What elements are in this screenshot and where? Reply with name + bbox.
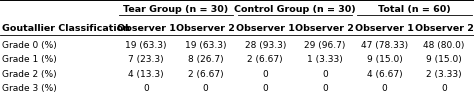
Text: 4 (13.3): 4 (13.3) [128, 70, 164, 79]
Text: 0: 0 [203, 84, 209, 93]
Text: 0: 0 [382, 84, 387, 93]
Text: Grade 3 (%): Grade 3 (%) [2, 84, 57, 93]
Text: 8 (26.7): 8 (26.7) [188, 55, 223, 64]
Text: 48 (80.0): 48 (80.0) [423, 41, 465, 50]
Text: Observer 1: Observer 1 [117, 24, 175, 33]
Text: 2 (6.67): 2 (6.67) [247, 55, 283, 64]
Text: 0: 0 [322, 70, 328, 79]
Text: Total (n = 60): Total (n = 60) [378, 5, 451, 14]
Text: Goutallier Classification: Goutallier Classification [2, 24, 130, 33]
Text: Observer 2: Observer 2 [295, 24, 355, 33]
Text: Observer 2: Observer 2 [176, 24, 235, 33]
Text: 4 (6.67): 4 (6.67) [367, 70, 402, 79]
Text: Grade 1 (%): Grade 1 (%) [2, 55, 57, 64]
Text: Observer 2: Observer 2 [415, 24, 474, 33]
Text: 0: 0 [441, 84, 447, 93]
Text: 29 (96.7): 29 (96.7) [304, 41, 346, 50]
Text: 1 (3.33): 1 (3.33) [307, 55, 343, 64]
Text: Observer 1: Observer 1 [236, 24, 295, 33]
Text: 2 (3.33): 2 (3.33) [427, 70, 462, 79]
Text: Grade 0 (%): Grade 0 (%) [2, 41, 57, 50]
Text: 0: 0 [143, 84, 149, 93]
Text: Control Group (n = 30): Control Group (n = 30) [234, 5, 356, 14]
Text: 9 (15.0): 9 (15.0) [426, 55, 462, 64]
Text: 47 (78.33): 47 (78.33) [361, 41, 408, 50]
Text: Tear Group (n = 30): Tear Group (n = 30) [123, 5, 228, 14]
Text: 9 (15.0): 9 (15.0) [367, 55, 402, 64]
Text: 7 (23.3): 7 (23.3) [128, 55, 164, 64]
Text: 2 (6.67): 2 (6.67) [188, 70, 223, 79]
Text: 0: 0 [322, 84, 328, 93]
Text: 19 (63.3): 19 (63.3) [185, 41, 227, 50]
Text: 28 (93.3): 28 (93.3) [245, 41, 286, 50]
Text: 0: 0 [263, 84, 268, 93]
Text: 19 (63.3): 19 (63.3) [125, 41, 167, 50]
Text: Observer 1: Observer 1 [355, 24, 414, 33]
Text: 0: 0 [263, 70, 268, 79]
Text: Grade 2 (%): Grade 2 (%) [2, 70, 56, 79]
